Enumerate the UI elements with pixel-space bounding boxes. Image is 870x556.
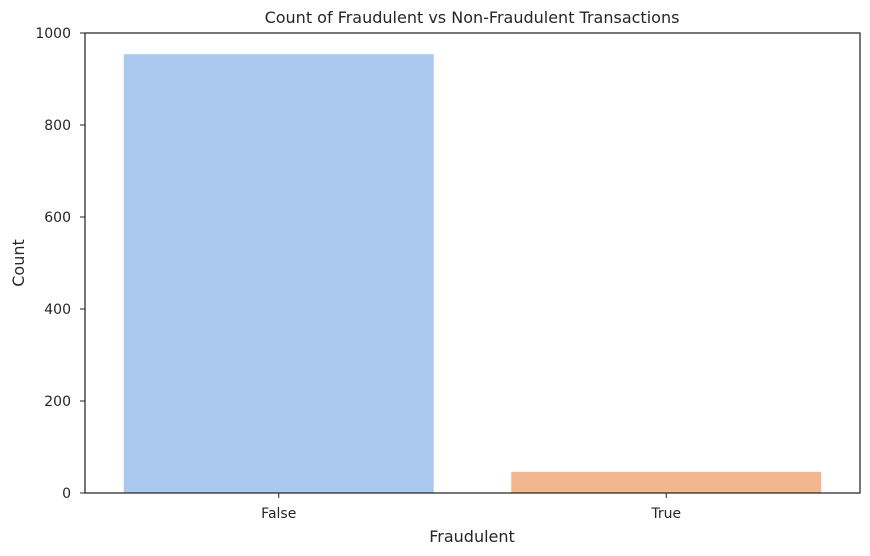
x-axis-title: Fraudulent [429,527,515,546]
y-tick-label: 200 [44,394,71,410]
y-tick-label: 1000 [35,26,71,42]
y-tick-label: 0 [62,486,71,502]
bar-false [123,54,434,493]
y-axis-ticks: 0 200 400 600 800 1000 [35,26,85,502]
y-tick-label: 800 [44,118,71,134]
plot-frame [84,32,861,494]
bar-true [511,471,822,493]
x-tick-label: True [650,506,681,522]
chart-title: Count of Fraudulent vs Non-Fraudulent Tr… [265,8,680,27]
x-tick-label: False [261,506,296,522]
x-axis-ticks: False True [261,493,681,522]
y-tick-label: 400 [44,302,71,318]
y-axis-title: Count [9,239,28,287]
y-tick-label: 600 [44,210,71,226]
bars-group [123,54,822,493]
